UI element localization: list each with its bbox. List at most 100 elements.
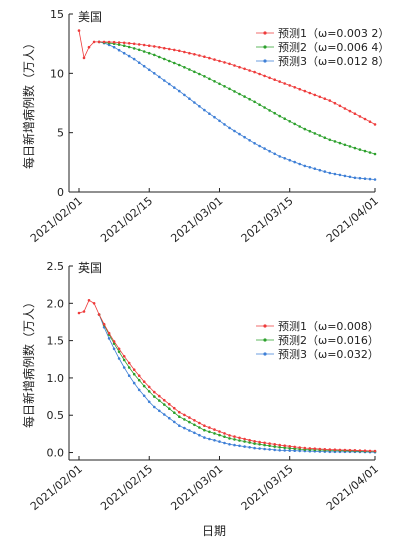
data-point-3	[178, 424, 181, 428]
data-point-2	[213, 432, 216, 435]
data-point-3	[228, 126, 231, 130]
data-point-1	[348, 448, 352, 452]
data-point-3	[117, 48, 121, 52]
data-point-1	[188, 416, 191, 419]
data-point-3	[368, 177, 372, 181]
legend-label: 预测2（ω=0.006 4）	[278, 41, 389, 54]
data-point-2	[142, 384, 146, 388]
data-point-3	[208, 437, 211, 441]
data-point-3	[168, 82, 171, 86]
data-point-2	[223, 435, 226, 439]
data-point-2	[353, 146, 357, 150]
data-point-3	[318, 168, 322, 172]
data-point-3	[107, 337, 111, 340]
data-point-1	[273, 443, 277, 446]
data-point-1	[353, 449, 357, 452]
legend-swatch-marker	[263, 59, 267, 63]
data-point-1	[112, 40, 116, 44]
data-point-3	[223, 123, 226, 126]
data-point-2	[258, 103, 261, 106]
data-point-1	[298, 87, 302, 91]
data-point-1	[363, 449, 367, 453]
data-point-1	[178, 410, 181, 414]
y-axis-label: 每日新增病例数（万人）	[21, 296, 36, 428]
data-point-3	[142, 64, 146, 68]
data-point-3	[193, 431, 196, 435]
data-point-2	[122, 44, 126, 47]
data-point-2	[278, 114, 282, 118]
y-axis-label: 每日新增病例数（万人）	[21, 37, 36, 169]
data-point-3	[233, 443, 236, 447]
data-point-3	[278, 449, 282, 452]
data-point-2	[363, 149, 367, 153]
data-point-2	[127, 366, 131, 369]
data-point-3	[213, 115, 216, 119]
data-point-1	[102, 322, 106, 326]
data-point-1	[147, 44, 151, 47]
data-point-3	[183, 93, 186, 97]
data-point-1	[323, 448, 327, 451]
data-point-2	[178, 415, 181, 419]
data-point-1	[92, 40, 96, 44]
data-point-2	[233, 90, 236, 93]
data-point-2	[213, 80, 216, 83]
data-point-2	[263, 443, 266, 447]
data-point-3	[288, 158, 292, 162]
data-point-1	[268, 76, 271, 80]
data-point-1	[137, 43, 141, 46]
data-point-2	[163, 403, 166, 406]
y-tick-label: 10	[50, 67, 64, 80]
data-point-1	[122, 355, 126, 358]
legend-swatch-marker	[263, 324, 267, 328]
y-tick-label: 2.0	[47, 297, 65, 310]
data-point-3	[333, 172, 337, 176]
data-point-2	[233, 438, 236, 441]
data-point-1	[278, 80, 282, 83]
data-point-1	[288, 84, 292, 87]
data-point-2	[173, 61, 176, 65]
data-point-2	[268, 109, 271, 112]
data-point-3	[198, 105, 201, 108]
data-point-1	[82, 56, 86, 60]
data-point-1	[223, 432, 226, 435]
data-point-1	[193, 419, 196, 422]
data-point-1	[233, 435, 236, 438]
data-point-3	[313, 167, 317, 170]
data-point-2	[158, 399, 161, 402]
data-point-1	[333, 448, 337, 452]
data-point-3	[168, 416, 171, 420]
data-point-2	[238, 439, 241, 442]
data-point-1	[183, 50, 186, 54]
data-point-1	[308, 447, 312, 450]
data-point-3	[163, 413, 166, 416]
data-point-2	[137, 48, 141, 52]
data-point-3	[353, 176, 357, 180]
x-tick-label: 2021/03/01	[168, 462, 225, 513]
data-point-2	[293, 122, 297, 126]
data-point-1	[248, 69, 251, 72]
data-point-2	[198, 72, 201, 76]
chart-panel-us: 0 5 10 15 2021/02/01 2021/02/15 2021/03/01 2021…	[21, 8, 389, 245]
data-point-1	[283, 444, 287, 448]
data-point-2	[273, 111, 277, 115]
data-point-1	[318, 95, 322, 99]
data-point-1	[183, 413, 186, 417]
data-point-2	[273, 445, 277, 448]
data-point-3	[243, 135, 246, 139]
x-tick-label: 2021/02/15	[98, 194, 155, 245]
data-point-1	[203, 424, 206, 428]
data-point-3	[188, 429, 191, 432]
data-point-3	[268, 448, 271, 451]
data-point-3	[238, 132, 241, 136]
data-point-2	[338, 141, 342, 145]
y-tick-label: 5	[57, 127, 64, 140]
data-point-2	[132, 372, 136, 376]
data-point-1	[368, 120, 372, 123]
legend-swatch-marker	[263, 31, 267, 35]
data-point-3	[258, 144, 261, 148]
data-point-3	[218, 440, 221, 443]
data-point-1	[343, 448, 347, 452]
data-point-3	[293, 160, 297, 164]
x-tick-label: 2021/03/15	[239, 194, 296, 245]
data-point-1	[298, 446, 302, 449]
